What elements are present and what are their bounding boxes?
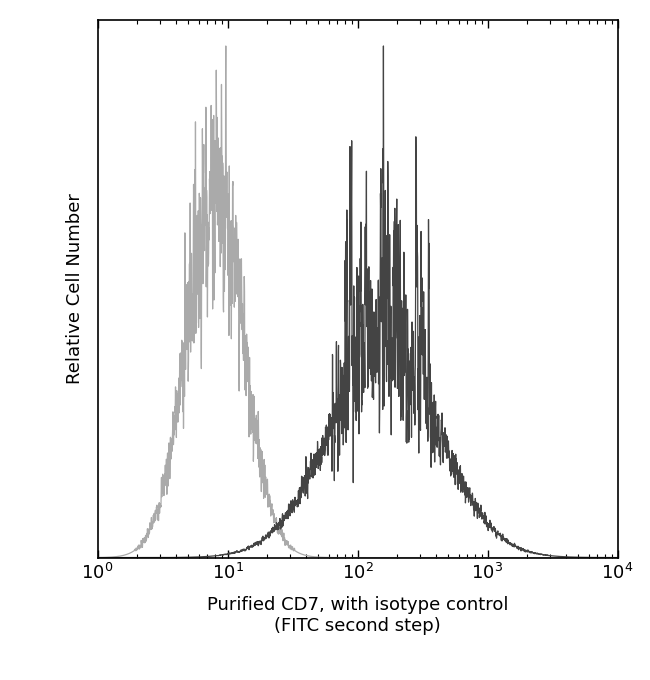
Y-axis label: Relative Cell Number: Relative Cell Number <box>66 194 84 384</box>
X-axis label: Purified CD7, with isotype control
(FITC second step): Purified CD7, with isotype control (FITC… <box>207 596 508 635</box>
